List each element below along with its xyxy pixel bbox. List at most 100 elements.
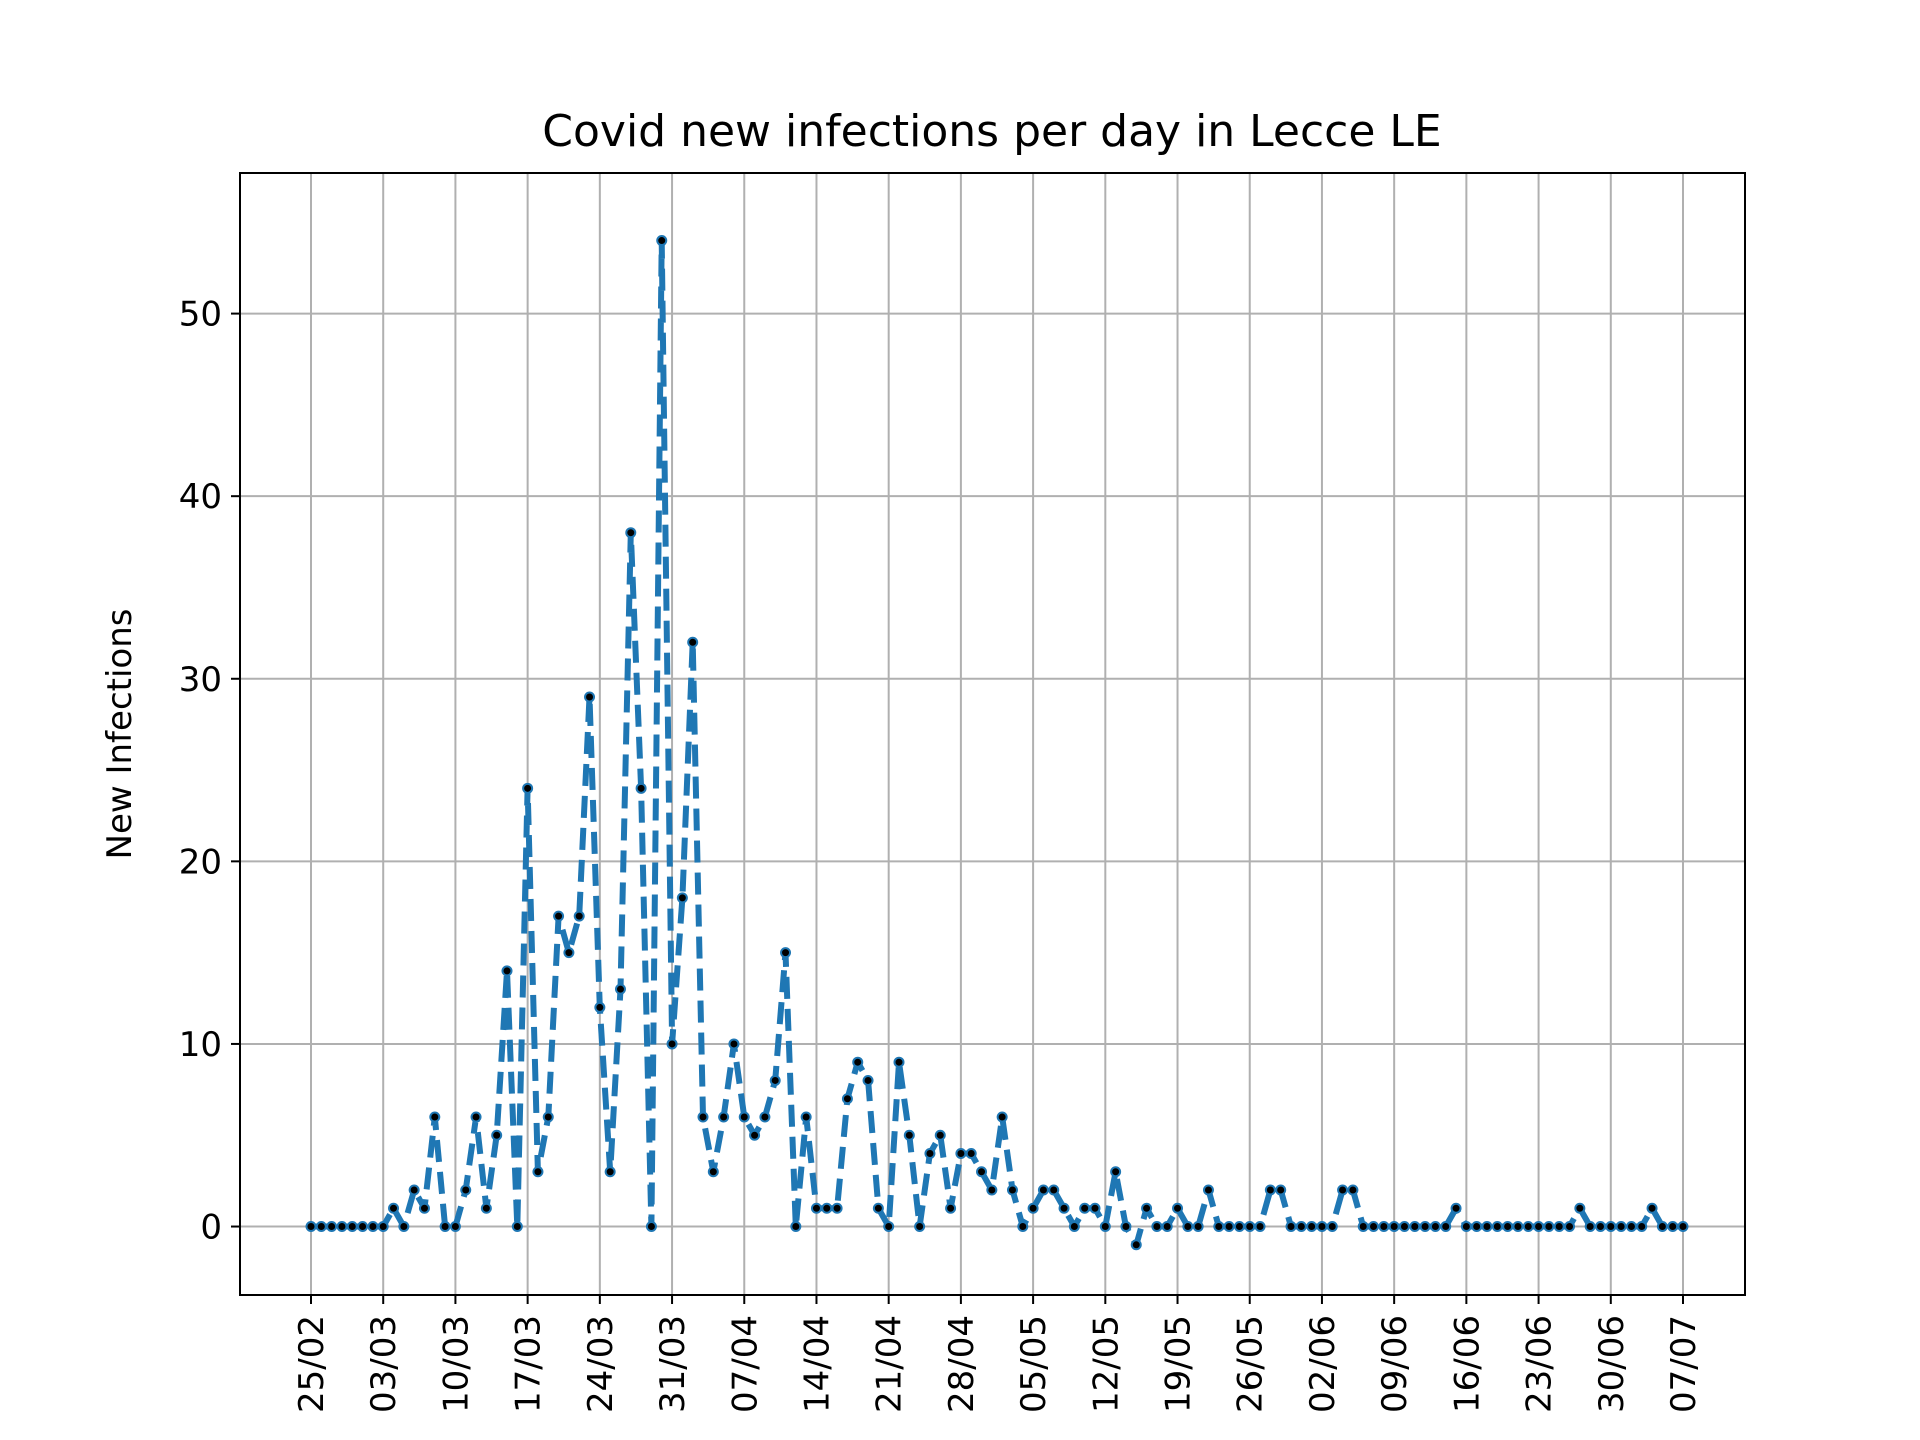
data-point — [1192, 1221, 1204, 1233]
data-point — [1368, 1221, 1380, 1233]
x-tick-label: 14/04 — [797, 1315, 837, 1413]
x-tick-label: 10/03 — [436, 1315, 476, 1413]
data-point — [841, 1093, 853, 1105]
data-point — [315, 1221, 327, 1233]
data-point — [1440, 1221, 1452, 1233]
data-point — [1522, 1221, 1534, 1233]
data-point — [996, 1111, 1008, 1123]
data-point — [1089, 1202, 1101, 1214]
data-point — [769, 1074, 781, 1086]
data-point — [1110, 1166, 1122, 1178]
data-point — [872, 1202, 884, 1214]
data-point — [1460, 1221, 1472, 1233]
data-point — [645, 1221, 657, 1233]
y-tick-label: 20 — [179, 842, 222, 882]
data-point — [800, 1111, 812, 1123]
x-tick-label: 07/04 — [725, 1315, 765, 1413]
data-point — [1037, 1184, 1049, 1196]
data-point — [697, 1111, 709, 1123]
data-point — [976, 1166, 988, 1178]
data-point — [377, 1221, 389, 1233]
data-point — [1295, 1221, 1307, 1233]
data-point — [707, 1166, 719, 1178]
x-tick-label: 30/06 — [1592, 1315, 1632, 1413]
series-layer — [305, 235, 1689, 1251]
data-point — [1120, 1221, 1132, 1233]
y-axis: 0 10 20 30 40 50 — [179, 295, 240, 1248]
data-point — [718, 1111, 730, 1123]
data-point — [790, 1221, 802, 1233]
data-point — [687, 636, 699, 648]
data-point — [1182, 1221, 1194, 1233]
data-point — [1398, 1221, 1410, 1233]
data-point — [749, 1129, 761, 1141]
x-tick-label: 24/03 — [581, 1315, 621, 1413]
data-point — [522, 782, 534, 794]
x-tick-label: 03/03 — [364, 1315, 404, 1413]
data-point — [831, 1202, 843, 1214]
data-point — [1316, 1221, 1328, 1233]
data-point — [1202, 1184, 1214, 1196]
data-point — [1409, 1221, 1421, 1233]
x-tick-label: 05/05 — [1014, 1315, 1054, 1413]
x-tick-label: 25/02 — [292, 1315, 332, 1413]
data-point — [780, 947, 792, 959]
data-point — [945, 1202, 957, 1214]
data-point — [893, 1056, 905, 1068]
data-point — [1233, 1221, 1245, 1233]
data-point — [532, 1166, 544, 1178]
data-point — [1594, 1221, 1606, 1233]
data-point — [460, 1184, 472, 1196]
data-point — [449, 1221, 461, 1233]
data-point — [1326, 1221, 1338, 1233]
grid — [240, 173, 1745, 1295]
data-point — [408, 1184, 420, 1196]
y-tick-label: 30 — [179, 660, 222, 700]
y-axis-label: New Infections — [100, 609, 140, 860]
data-point — [563, 947, 575, 959]
data-point — [759, 1111, 771, 1123]
data-point — [1553, 1221, 1565, 1233]
data-point — [862, 1074, 874, 1086]
data-point — [388, 1202, 400, 1214]
y-tick-label: 0 — [200, 1208, 222, 1248]
data-point — [852, 1056, 864, 1068]
data-point — [1388, 1221, 1400, 1233]
data-point — [810, 1202, 822, 1214]
x-tick-label: 21/04 — [870, 1315, 910, 1413]
data-point — [1543, 1221, 1555, 1233]
data-point — [666, 1038, 678, 1050]
x-tick-label: 12/05 — [1086, 1315, 1126, 1413]
data-point — [336, 1221, 348, 1233]
data-point — [883, 1221, 895, 1233]
data-point — [1006, 1184, 1018, 1196]
data-point — [738, 1111, 750, 1123]
x-tick-label: 26/05 — [1231, 1315, 1271, 1413]
data-point — [1584, 1221, 1596, 1233]
data-point — [986, 1184, 998, 1196]
data-point — [821, 1202, 833, 1214]
data-point — [501, 965, 513, 977]
data-point — [965, 1147, 977, 1159]
data-point — [1172, 1202, 1184, 1214]
data-point — [1099, 1221, 1111, 1233]
data-point — [326, 1221, 338, 1233]
data-point — [614, 983, 626, 995]
data-point — [1306, 1221, 1318, 1233]
data-point — [656, 235, 668, 247]
data-point — [1058, 1202, 1070, 1214]
data-point — [955, 1147, 967, 1159]
y-tick-label: 10 — [179, 1025, 222, 1065]
data-point — [1130, 1239, 1142, 1251]
data-point — [1615, 1221, 1627, 1233]
data-point — [924, 1147, 936, 1159]
data-point — [635, 782, 647, 794]
y-tick-label: 40 — [179, 477, 222, 517]
data-point — [903, 1129, 915, 1141]
data-point — [1254, 1221, 1266, 1233]
data-point — [439, 1221, 451, 1233]
x-tick-label: 16/06 — [1447, 1315, 1487, 1413]
data-point — [470, 1111, 482, 1123]
data-point — [1564, 1221, 1576, 1233]
